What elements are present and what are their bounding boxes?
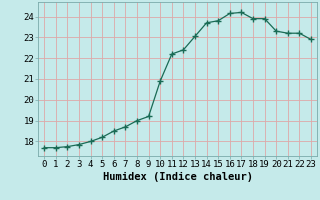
X-axis label: Humidex (Indice chaleur): Humidex (Indice chaleur) (103, 172, 252, 182)
